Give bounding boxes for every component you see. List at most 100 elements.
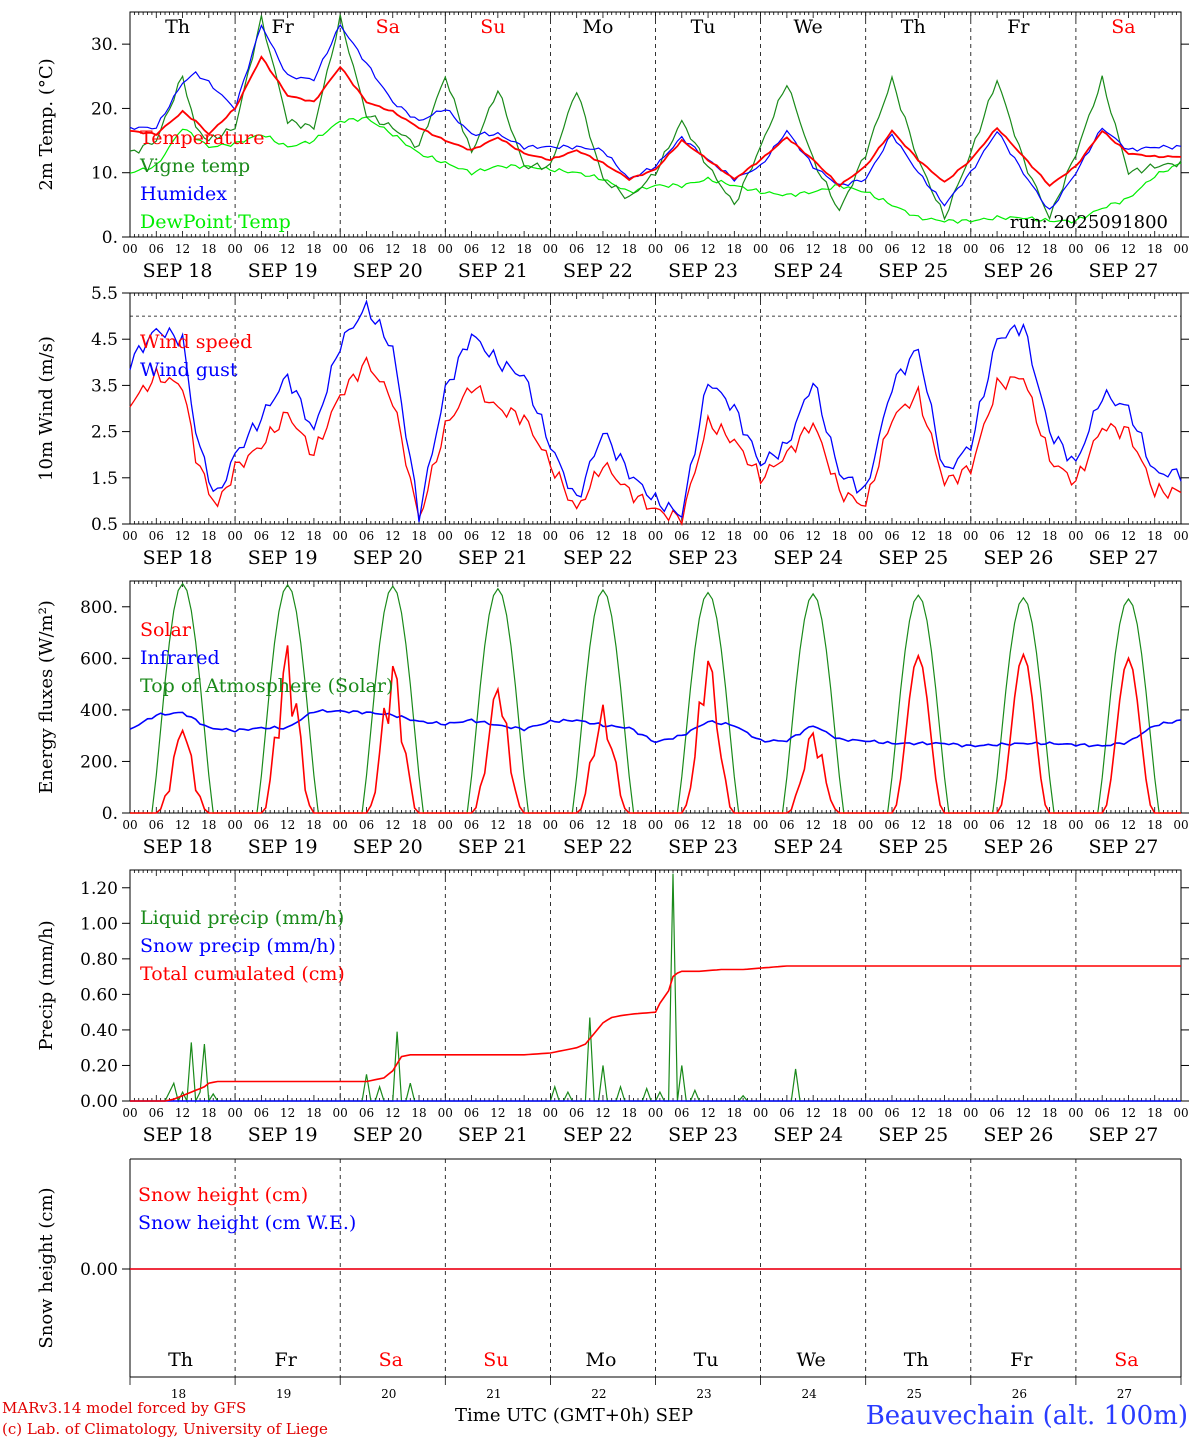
hour-tick-label: 06 <box>674 818 689 832</box>
hour-tick-label: 06 <box>884 529 899 543</box>
hour-tick-label: 18 <box>306 1106 321 1120</box>
hour-tick-label: 06 <box>254 818 269 832</box>
date-label: SEP 22 <box>563 260 633 282</box>
legend-entry: Snow precip (mm/h) <box>140 935 336 957</box>
date-label: SEP 20 <box>353 260 423 282</box>
hour-tick-label: 00 <box>333 529 348 543</box>
legend-entry: Liquid precip (mm/h) <box>140 907 344 929</box>
hour-tick-label: 12 <box>175 1106 190 1120</box>
hour-tick-label: 06 <box>569 529 584 543</box>
station-name: Beauvechain (alt. 100m) <box>865 1401 1188 1431</box>
hour-tick-label: 06 <box>884 1106 899 1120</box>
y-tick-label: 0.5 <box>91 515 118 535</box>
hour-tick-label: 00 <box>648 818 663 832</box>
hour-tick-label: 18 <box>306 818 321 832</box>
y-axis-title-0: 2m Temp. (°C) <box>36 58 57 190</box>
hour-tick-label: 00 <box>543 529 558 543</box>
legend-entry: Vigne temp <box>139 155 250 177</box>
hour-tick-label: 12 <box>700 242 715 256</box>
day-of-week-label: Sa <box>376 16 400 38</box>
legend-entry: DewPoint Temp <box>140 211 291 233</box>
y-tick-label: 200. <box>80 752 118 772</box>
hour-tick-label: 18 <box>832 1106 847 1120</box>
hour-tick-label: 06 <box>779 529 794 543</box>
hour-tick-label: 00 <box>543 1106 558 1120</box>
hour-tick-label: 12 <box>175 242 190 256</box>
hour-tick-label: 12 <box>700 1106 715 1120</box>
hour-tick-label: 18 <box>937 818 952 832</box>
hour-tick-label: 18 <box>622 529 637 543</box>
legend-entry: Wind speed <box>140 331 252 353</box>
hour-tick-label: 06 <box>989 529 1004 543</box>
day-number-label: 21 <box>486 1387 501 1400</box>
date-label: SEP 24 <box>773 547 843 569</box>
hour-tick-label: 12 <box>1121 529 1136 543</box>
time-axis-title: Time UTC (GMT+0h) SEP <box>455 1405 694 1426</box>
series-top-of-atmosphere <box>130 582 1181 814</box>
hour-tick-label: 18 <box>832 242 847 256</box>
hour-tick-label: 06 <box>254 529 269 543</box>
day-of-week-label: Sa <box>1111 16 1135 38</box>
hour-tick-label: 06 <box>149 242 164 256</box>
hour-tick-label: 12 <box>490 818 505 832</box>
hour-tick-label: 18 <box>516 818 531 832</box>
hour-tick-label: 12 <box>490 1106 505 1120</box>
hour-tick-label: 18 <box>727 818 742 832</box>
day-number-label: 19 <box>276 1387 291 1400</box>
hour-tick-label: 18 <box>516 529 531 543</box>
y-tick-label: 5.5 <box>91 284 118 304</box>
date-label: SEP 26 <box>983 1124 1053 1146</box>
hour-tick-label: 12 <box>700 818 715 832</box>
hour-tick-label: 12 <box>490 529 505 543</box>
hour-tick-label: 18 <box>201 529 216 543</box>
hour-tick-label: 00 <box>753 242 768 256</box>
date-label: SEP 26 <box>983 260 1053 282</box>
hour-tick-label: 00 <box>753 529 768 543</box>
date-label: SEP 18 <box>143 547 213 569</box>
hour-tick-label: 06 <box>569 242 584 256</box>
hour-tick-label: 18 <box>516 242 531 256</box>
hour-tick-label: 12 <box>175 818 190 832</box>
hour-tick-label: 00 <box>858 1106 873 1120</box>
hour-tick-label: 00 <box>227 242 242 256</box>
hour-tick-label: 00 <box>1173 242 1188 256</box>
hour-tick-label: 12 <box>911 818 926 832</box>
hour-tick-label: 12 <box>1121 1106 1136 1120</box>
hour-tick-label: 12 <box>280 529 295 543</box>
hour-tick-label: 00 <box>227 818 242 832</box>
hour-tick-label: 06 <box>359 242 374 256</box>
y-tick-label: 1.00 <box>80 914 118 934</box>
hour-tick-label: 00 <box>1068 818 1083 832</box>
hour-tick-label: 12 <box>806 818 821 832</box>
y-tick-label: 4.5 <box>91 330 118 350</box>
day-of-week-label: Th <box>901 16 926 38</box>
y-axis-title-2: Energy fluxes (W/m²) <box>36 600 57 794</box>
hour-tick-label: 12 <box>385 242 400 256</box>
hour-tick-label: 00 <box>333 818 348 832</box>
day-of-week-label: We <box>797 1349 826 1371</box>
hour-tick-label: 00 <box>858 818 873 832</box>
hour-tick-label: 18 <box>937 1106 952 1120</box>
hour-tick-label: 12 <box>1016 818 1031 832</box>
legend-entry: Temperature <box>140 127 264 149</box>
legend-entry: Solar <box>140 619 192 641</box>
hour-tick-label: 18 <box>832 818 847 832</box>
hour-tick-label: 06 <box>1095 818 1110 832</box>
legend-entry: Total cumulated (cm) <box>140 963 345 985</box>
hour-tick-label: 06 <box>674 242 689 256</box>
date-label: SEP 19 <box>248 547 318 569</box>
day-of-week-label: Sa <box>1114 1349 1138 1371</box>
hour-tick-label: 18 <box>1147 242 1162 256</box>
hour-tick-label: 18 <box>1042 818 1057 832</box>
y-tick-label: 0.00 <box>80 1092 118 1112</box>
day-number-label: 24 <box>802 1387 818 1400</box>
hour-tick-label: 12 <box>175 529 190 543</box>
hour-tick-label: 00 <box>1173 818 1188 832</box>
hour-tick-label: 00 <box>122 529 137 543</box>
hour-tick-label: 00 <box>438 1106 453 1120</box>
hour-tick-label: 00 <box>753 1106 768 1120</box>
hour-tick-label: 12 <box>280 242 295 256</box>
hour-tick-label: 18 <box>937 242 952 256</box>
date-label: SEP 23 <box>668 1124 738 1146</box>
hour-tick-label: 00 <box>333 1106 348 1120</box>
